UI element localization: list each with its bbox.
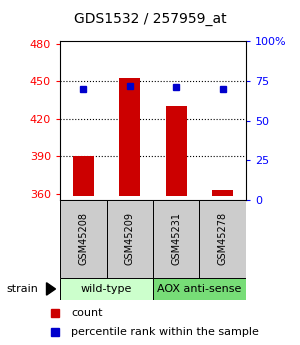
Polygon shape [46, 283, 56, 295]
Text: GSM45209: GSM45209 [125, 213, 135, 265]
Bar [166, 106, 187, 196]
Text: AOX anti-sense: AOX anti-sense [157, 284, 242, 294]
Text: strain: strain [6, 284, 38, 294]
Bar [153, 278, 246, 300]
Text: GSM45208: GSM45208 [78, 213, 88, 265]
Text: GDS1532 / 257959_at: GDS1532 / 257959_at [74, 12, 226, 26]
Bar [119, 78, 140, 196]
Text: GSM45278: GSM45278 [218, 213, 228, 265]
Bar [60, 200, 106, 278]
Text: count: count [71, 308, 103, 318]
Bar [106, 200, 153, 278]
Text: GSM45231: GSM45231 [171, 213, 181, 265]
Bar [153, 200, 200, 278]
Text: percentile rank within the sample: percentile rank within the sample [71, 327, 259, 337]
Bar [200, 200, 246, 278]
Text: wild-type: wild-type [81, 284, 132, 294]
Bar [60, 278, 153, 300]
Bar [73, 156, 94, 196]
Bar [212, 190, 233, 196]
